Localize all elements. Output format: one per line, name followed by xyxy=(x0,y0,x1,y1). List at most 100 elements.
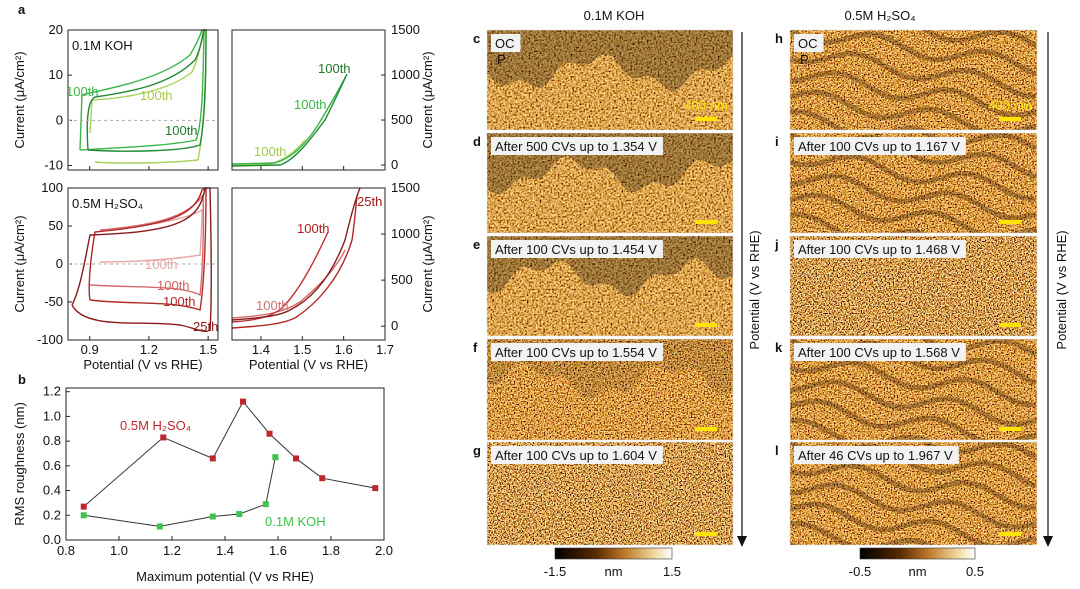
afm-image: g After 100 CVs up to 1.604 V xyxy=(473,441,734,546)
cycle-label: 100th xyxy=(294,97,327,112)
afm-frame xyxy=(789,132,1038,234)
caption-box xyxy=(491,343,663,361)
image-caption: After 100 CVs up to 1.604 V xyxy=(495,448,657,463)
y-tick-label: 1500 xyxy=(391,180,420,195)
x-tick-label: 1.8 xyxy=(322,543,340,558)
afm-image: k After 100 CVs up to 1.568 V xyxy=(775,338,1038,441)
image-letter: d xyxy=(473,134,481,149)
image-letter: g xyxy=(473,443,481,458)
terrace-edge xyxy=(790,360,1037,408)
image-caption: After 100 CVs up to 1.568 V xyxy=(798,345,960,360)
data-point xyxy=(262,501,269,508)
x-axis-label: Potential (V vs RHE) xyxy=(83,357,202,372)
afm-features xyxy=(487,30,733,92)
image-caption: After 100 CVs up to 1.167 V xyxy=(798,139,960,154)
cv-curve xyxy=(231,231,329,323)
image-letter: f xyxy=(473,340,478,355)
cycle-label: 25th xyxy=(357,194,382,209)
y-tick-label: 0 xyxy=(391,157,398,172)
cycle-label: 100th xyxy=(256,298,289,313)
y-tick-label: 0.0 xyxy=(43,532,61,547)
image-caption: After 500 CVs up to 1.354 V xyxy=(495,139,657,154)
cycle-label: 100th xyxy=(254,144,287,159)
panel-label: b xyxy=(18,372,26,387)
afm-features xyxy=(790,30,1037,130)
scale-bar xyxy=(695,532,717,536)
caption-box xyxy=(794,240,966,258)
y-tick-label: -100 xyxy=(37,332,63,347)
scale-bar xyxy=(999,323,1021,327)
y-tick-label: -50 xyxy=(44,294,63,309)
plot-frame xyxy=(231,187,386,341)
afm-image: d After 500 CVs up to 1.354 V xyxy=(473,132,734,234)
x-axis-label: Maximum potential (V vs RHE) xyxy=(136,569,314,584)
image-caption: OC xyxy=(798,36,818,51)
scale-bar xyxy=(999,427,1021,431)
y-axis-label: Current (μA/cm²) xyxy=(12,51,27,148)
y-axis-label: Current (μA/cm²) xyxy=(420,215,435,312)
x-tick-label: 1.4 xyxy=(252,342,270,357)
colorbar-max: 0.5 xyxy=(966,564,984,579)
cycle-label: 100th xyxy=(165,123,198,138)
colorbar-max: 1.5 xyxy=(663,564,681,579)
data-point xyxy=(240,398,247,405)
y-tick-label: 0.8 xyxy=(43,433,61,448)
terrace-edge xyxy=(790,211,929,233)
column-title: 0.1M KOH xyxy=(584,8,645,23)
afm-image: c OCP 400 nm xyxy=(473,29,734,131)
terrace xyxy=(487,30,733,92)
y-axis-label: Current (μA/cm²) xyxy=(420,51,435,148)
terrace-edge xyxy=(790,398,1037,440)
image-marker: P xyxy=(497,52,506,67)
image-caption: After 46 CVs up to 1.967 V xyxy=(798,448,953,463)
x-axis-label: Potential (V vs RHE) xyxy=(249,357,368,372)
caption-box xyxy=(491,137,663,155)
afm-frame xyxy=(486,29,734,131)
x-tick-label: 2.0 xyxy=(375,543,393,558)
series-line xyxy=(83,400,376,508)
cv-curve xyxy=(89,192,205,297)
terrace-edge xyxy=(790,108,929,130)
scale-bar xyxy=(695,220,717,224)
arrow-head xyxy=(1043,536,1053,547)
caption-box xyxy=(794,446,959,464)
terrace-edge xyxy=(920,30,1037,48)
series-line xyxy=(83,457,276,527)
y-tick-label: 500 xyxy=(391,272,413,287)
terrace-edge xyxy=(790,463,1037,511)
terrace-edge xyxy=(790,192,1037,233)
y-tick-label: 500 xyxy=(391,112,413,127)
caption-box xyxy=(794,34,824,52)
data-point xyxy=(372,485,379,492)
cycle-label: 100th xyxy=(157,278,190,293)
plot-annotation: 0.1M KOH xyxy=(72,38,133,53)
series-label: 0.5M H₂SO₄ xyxy=(120,418,191,433)
cv-curve xyxy=(231,194,358,329)
terrace-edge xyxy=(790,154,1037,202)
scale-bar-label: 400 nm xyxy=(684,98,727,113)
cv-curve xyxy=(71,187,212,333)
x-tick-label: 1.2 xyxy=(163,543,181,558)
afm-image: e After 100 CVs up to 1.454 V xyxy=(473,235,734,337)
colorbar-unit: nm xyxy=(604,564,622,579)
y-tick-label: 0.6 xyxy=(43,458,61,473)
x-tick-label: 1.0 xyxy=(110,543,128,558)
plot-frame xyxy=(231,29,386,171)
caption-box xyxy=(491,34,521,52)
column-title: 0.5M H₂SO₄ xyxy=(844,8,915,23)
colorbar xyxy=(554,547,673,560)
afm-image: l After 46 CVs up to 1.967 V xyxy=(775,441,1038,546)
cv-curve xyxy=(86,29,207,152)
scale-bar xyxy=(999,117,1021,121)
cycle-label: 100th xyxy=(163,294,196,309)
terrace-edge xyxy=(790,173,1037,221)
cv-curve xyxy=(231,187,361,321)
cycle-label: 100th xyxy=(145,257,178,272)
y-tick-label: 0 xyxy=(391,318,398,333)
colorbar xyxy=(859,547,976,560)
terrace-edge xyxy=(790,501,1037,545)
data-point xyxy=(293,455,300,462)
terrace-edge xyxy=(790,482,1037,530)
x-tick-label: 1.7 xyxy=(376,342,394,357)
